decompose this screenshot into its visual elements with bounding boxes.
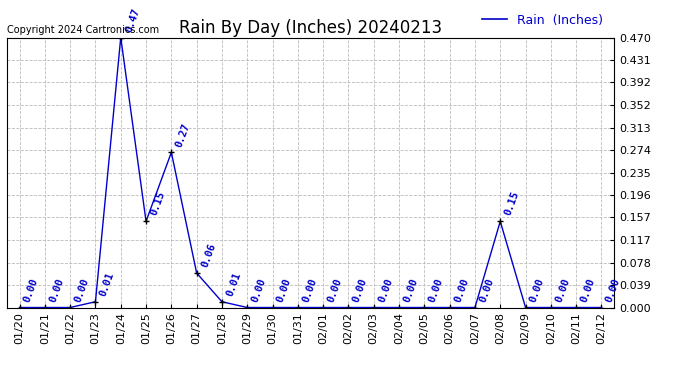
Text: 0.00: 0.00	[377, 276, 395, 303]
Text: 0.00: 0.00	[22, 276, 40, 303]
Text: 0.47: 0.47	[124, 6, 141, 33]
Text: 0.00: 0.00	[402, 276, 420, 303]
Text: 0.15: 0.15	[149, 190, 167, 217]
Text: 0.00: 0.00	[326, 276, 344, 303]
Text: 0.00: 0.00	[48, 276, 66, 303]
Text: 0.06: 0.06	[199, 242, 217, 269]
Text: 0.01: 0.01	[225, 271, 243, 298]
Legend: Rain  (Inches): Rain (Inches)	[477, 9, 608, 32]
Text: 0.00: 0.00	[477, 276, 495, 303]
Text: 0.00: 0.00	[553, 276, 571, 303]
Text: 0.00: 0.00	[604, 276, 622, 303]
Text: 0.00: 0.00	[73, 276, 91, 303]
Text: 0.00: 0.00	[250, 276, 268, 303]
Text: 0.00: 0.00	[453, 276, 471, 303]
Text: 0.00: 0.00	[427, 276, 445, 303]
Text: 0.27: 0.27	[174, 122, 192, 148]
Text: 0.15: 0.15	[503, 190, 521, 217]
Text: 0.00: 0.00	[301, 276, 319, 303]
Text: 0.00: 0.00	[275, 276, 293, 303]
Text: 0.00: 0.00	[351, 276, 369, 303]
Text: 0.01: 0.01	[98, 271, 116, 298]
Text: Rain By Day (Inches) 20240213: Rain By Day (Inches) 20240213	[179, 19, 442, 37]
Text: Copyright 2024 Cartronics.com: Copyright 2024 Cartronics.com	[7, 25, 159, 35]
Text: 0.00: 0.00	[529, 276, 546, 303]
Text: 0.00: 0.00	[579, 276, 597, 303]
